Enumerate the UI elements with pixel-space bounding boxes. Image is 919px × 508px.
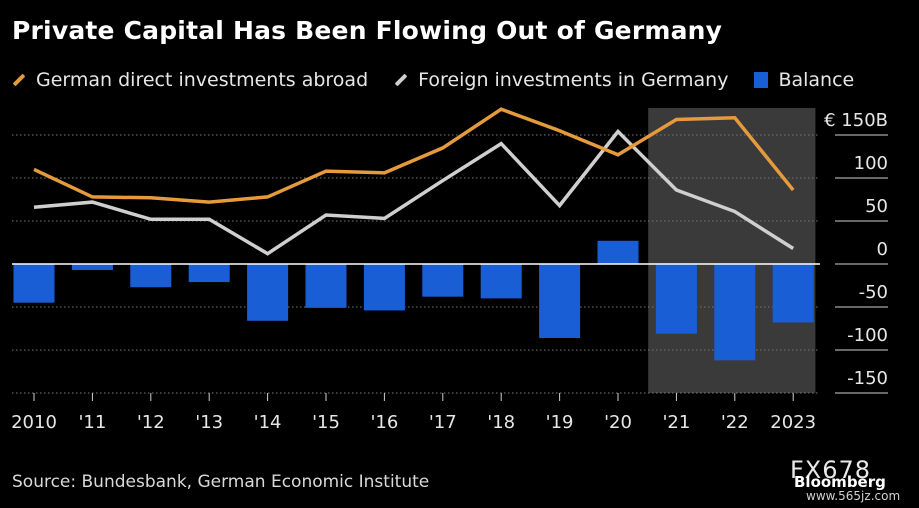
bar-balance bbox=[247, 264, 289, 321]
y-tick-label: -50 bbox=[859, 282, 888, 303]
bar-balance bbox=[71, 264, 113, 271]
bar-balance bbox=[772, 264, 814, 323]
bar-balance bbox=[655, 264, 697, 334]
bar-balance bbox=[363, 264, 405, 311]
y-tick-label: -150 bbox=[847, 368, 888, 389]
x-tick-label: '11 bbox=[78, 412, 106, 433]
y-tick-label: 100 bbox=[854, 153, 888, 174]
source-note: Source: Bundesbank, German Economic Inst… bbox=[12, 472, 430, 492]
legend-blue-box-icon bbox=[754, 72, 769, 88]
x-tick-label: '18 bbox=[487, 412, 515, 433]
bar-balance bbox=[714, 264, 756, 361]
line-direct-investments bbox=[33, 107, 795, 204]
legend-label-direct-investments: German direct investments abroad bbox=[36, 69, 369, 91]
watermark: FX678 bbox=[790, 456, 872, 484]
chart-title: Private Capital Has Been Flowing Out of … bbox=[12, 16, 723, 45]
legend-item-foreign-investments: Foreign investments in Germany bbox=[394, 69, 728, 91]
y-tick-label: -100 bbox=[847, 325, 888, 346]
legend-item-direct-investments: German direct investments abroad bbox=[12, 69, 368, 91]
bar-balance bbox=[422, 264, 464, 297]
bar-balance bbox=[480, 264, 522, 299]
x-tick-label: '16 bbox=[370, 412, 398, 433]
site-watermark: www.565jz.com bbox=[806, 489, 901, 503]
legend-label-foreign-investments: Foreign investments in Germany bbox=[418, 69, 729, 91]
x-tick-label: '20 bbox=[604, 412, 632, 433]
x-tick-label: '14 bbox=[254, 412, 282, 433]
x-tick-label: '15 bbox=[312, 412, 340, 433]
bar-balance bbox=[188, 264, 230, 283]
x-tick-label: '19 bbox=[546, 412, 574, 433]
line-foreign-investments bbox=[33, 128, 795, 256]
bar-balance bbox=[305, 264, 347, 308]
x-tick-label: '13 bbox=[195, 412, 223, 433]
legend: German direct investments abroad Foreign… bbox=[12, 66, 880, 94]
y-tick-label: 0 bbox=[877, 239, 888, 260]
x-tick-label: '12 bbox=[137, 412, 165, 433]
legend-item-balance: Balance bbox=[754, 69, 854, 91]
bar-balance bbox=[130, 264, 172, 288]
bar-balance bbox=[13, 264, 55, 303]
brand-logo: Bloomberg bbox=[794, 473, 886, 491]
bar-balance bbox=[539, 264, 581, 338]
legend-label-balance: Balance bbox=[778, 69, 855, 91]
bar-balance bbox=[597, 240, 639, 264]
x-tick-label: '21 bbox=[662, 412, 690, 433]
x-tick-label: '22 bbox=[721, 412, 749, 433]
x-tick-label: 2023 bbox=[770, 412, 816, 433]
x-tick-label: 2010 bbox=[11, 412, 57, 433]
x-tick-label: '17 bbox=[429, 412, 457, 433]
y-tick-label: 50 bbox=[865, 196, 888, 217]
y-tick-label: € 150B bbox=[824, 110, 888, 131]
